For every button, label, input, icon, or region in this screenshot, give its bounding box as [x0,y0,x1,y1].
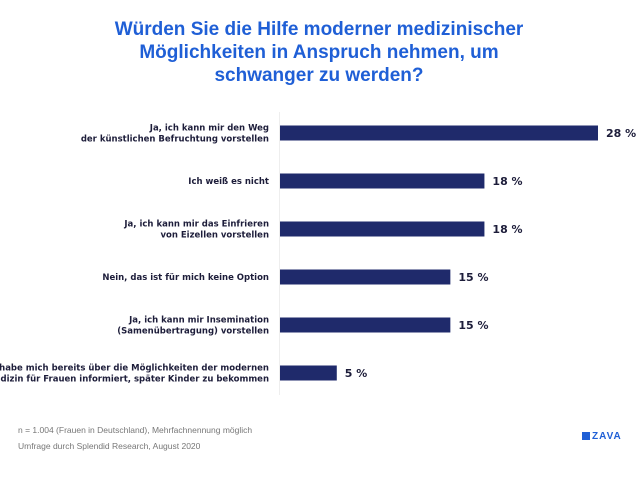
zava-logo: ZAVA [582,431,622,442]
value-label: 28 % [606,127,636,140]
value-label: 15 % [458,319,488,332]
value-label: 18 % [492,223,522,236]
category-label: Ja, ich kann mir Insemination [128,316,269,326]
category-label: Nein, das ist für mich keine Option [102,273,269,283]
footnote-source: Umfrage durch Splendid Research, August … [18,441,201,451]
category-label: Ich habe mich bereits über die Möglichke… [0,364,269,374]
bar [280,125,598,141]
logo-cross-icon [582,432,590,440]
category-label: von Eizellen vorstellen [160,231,269,241]
category-label: der künstlichen Befruchtung vorstellen [81,135,269,145]
category-label: Medizin für Frauen informiert, später Ki… [0,375,269,385]
chart-title: Würden Sie die Hilfe moderner medizinisc… [114,19,524,86]
bar [280,269,451,285]
value-label: 18 % [492,175,522,188]
category-label: Ja, ich kann mir den Weg [149,124,269,134]
value-label: 15 % [458,271,488,284]
category-label: Ja, ich kann mir das Einfrieren [123,220,269,230]
bar [280,365,337,381]
logo-text: ZAVA [592,431,622,442]
bar [280,317,451,333]
bar [280,221,485,237]
value-label: 5 % [345,367,368,380]
bar [280,173,485,189]
category-label: (Samenübertragung) vorstellen [117,327,269,337]
category-label: Ich weiß es nicht [188,177,269,187]
footnote-sample: n = 1.004 (Frauen in Deutschland), Mehrf… [18,425,253,435]
